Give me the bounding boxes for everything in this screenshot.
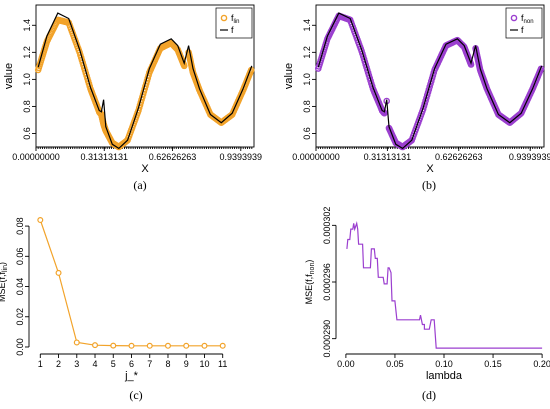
x-tick-label: 0.00000000 [292,152,340,162]
y-tick-label: 0.8 [22,100,32,113]
y-tick-label: 0.02 [15,308,25,326]
legend-fit-label-main: f [231,13,234,23]
x-tick-label: 6 [129,359,134,369]
x-tick-label: 0.62626263 [435,152,483,162]
y-tick-label: 0.000302 [322,207,332,245]
x-axis-label: lambda [426,370,463,382]
x-tick-label: 7 [147,359,152,369]
y-axis-label-end: ) [0,262,7,265]
x-tick-label: 3 [74,359,79,369]
truth-line [37,12,253,150]
caption: (a) [133,178,146,192]
y-tick-label: 1.0 [302,73,312,86]
y-tick-label: 0.6 [302,127,312,140]
x-tick-label: 0.31313131 [80,152,128,162]
y-tick-label: 1.0 [22,73,32,86]
y-tick-label: 1.2 [22,46,32,59]
chart-panel-4: 0.000290 0.000296 0.000302 0.00 0.05 0.10 0.15… [304,207,550,402]
x-tick-label: 1 [38,359,43,369]
y-axis-label: value [283,63,295,89]
x-axis-label: X [426,163,434,175]
x-tick-label: 0.20 [533,359,550,369]
x-tick-label: 11 [218,359,227,369]
y-axis-label: MSE(f,fnon) [304,260,316,305]
y-tick-label: 0.8 [302,100,312,113]
y-axis-label: MSE(f,flin) [0,262,9,302]
mse-point [183,342,190,349]
x-tick-label: 4 [93,359,98,369]
y-tick-label: 0.08 [15,217,25,235]
mse-point [92,342,99,349]
truth-line [317,12,543,150]
legend-fit-marker [220,14,228,22]
legend-fit-label-main: f [521,13,524,23]
y-axis-label-main: MSE(f,f [304,274,314,305]
x-tick-label: 0.9393939 [220,152,263,162]
mse-point [201,342,208,349]
y-tick-label: 0.04 [15,278,25,296]
y-tick-label: 1.4 [22,19,32,32]
chart-panel-3: 0.00 0.02 0.04 0.06 0.08 1 2 3 4 5 6 7 8 9 10 11 j_* MSE(… [0,217,227,402]
chart-panel-1: 0.6 0.8 1.0 1.2 1.4 0.00000000 0.31313131 0.626… [3,4,263,192]
legend-box [505,7,543,39]
fit-points [34,16,255,151]
mse-step-line [346,221,543,349]
x-tick-label: 0.31313131 [364,152,412,162]
x-tick-label: 9 [184,359,189,369]
y-axis-label: value [3,63,15,89]
mse-point [55,269,62,276]
y-tick-label: 1.4 [302,19,312,32]
y-tick-label: 1.2 [302,46,312,59]
mse-line [39,219,223,347]
legend-truth-label: f [231,25,234,35]
mse-point [128,342,135,349]
y-tick-label: 0.06 [15,248,25,266]
y-tick-label: 0.6 [22,127,32,140]
y-axis-label-main: MSE(f,f [0,272,7,303]
y-axis-label-end: ) [304,260,314,263]
x-tick-label: 0.05 [386,359,404,369]
caption: (c) [129,388,142,402]
x-tick-label: 0.62626263 [149,152,197,162]
x-tick-label: 0.00000000 [12,152,60,162]
x-tick-label: 0.9393939 [509,152,550,162]
x-tick-label: 8 [165,359,170,369]
y-tick-label: 0.000290 [322,320,332,358]
y-axis-label-subscript: lin [2,265,9,272]
x-tick-label: 0.15 [484,359,502,369]
caption: (b) [422,178,436,192]
legend-fit-label-subscript: non [524,19,534,25]
x-tick-label: 0.10 [435,359,453,369]
x-tick-label: 2 [56,359,61,369]
caption: (d) [422,388,436,402]
chart-panel-2: 0.6 0.8 1.0 1.2 1.4 0.00000000 0.31313131 0.626… [283,4,550,192]
x-tick-label: 10 [199,359,209,369]
mse-point [219,342,226,349]
legend-box [215,7,253,39]
mse-point [164,342,171,349]
x-tick-label: 5 [111,359,116,369]
legend-fit-label-subscript: lin [234,19,240,25]
x-axis-label: j_* [124,370,139,382]
legend-truth-label: f [521,25,524,35]
y-axis-label-subscript: non [309,263,316,275]
mse-point [37,217,44,224]
mse-point [110,342,117,349]
legend-fit-label: fnon [521,13,534,25]
mse-point [146,342,153,349]
x-axis-label: X [141,163,149,175]
x-tick-label: 0.00 [337,359,355,369]
y-tick-label: 0.00 [15,338,25,356]
y-tick-label: 0.000296 [322,263,332,301]
mse-point [73,339,80,346]
legend-fit-label: flin [231,13,240,25]
legend-fit-marker [510,14,518,22]
